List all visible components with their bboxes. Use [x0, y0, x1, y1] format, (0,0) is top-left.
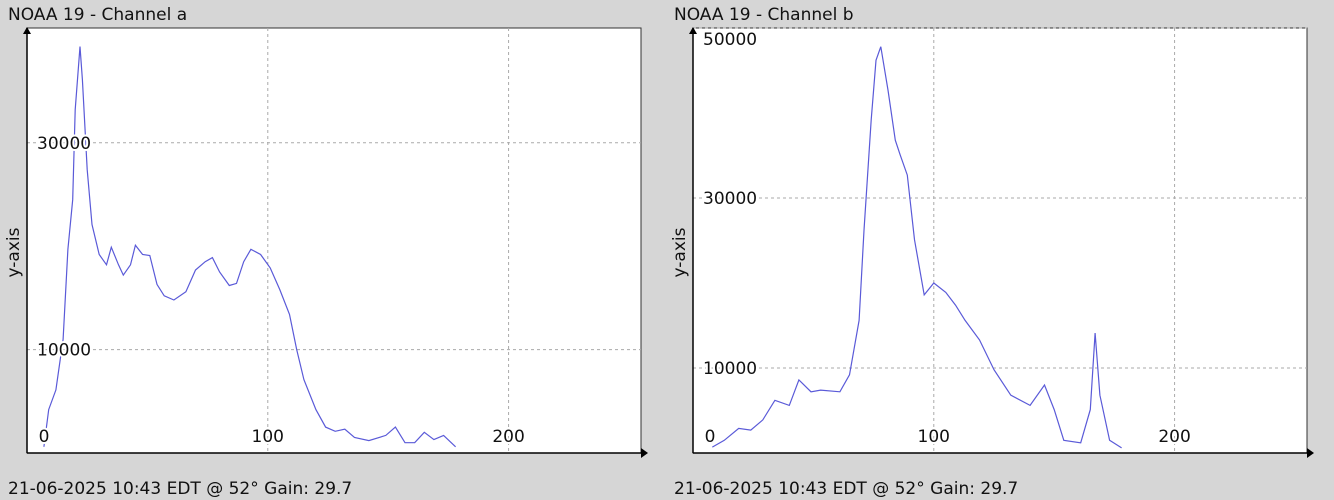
- y-tick-label: 30000: [37, 134, 91, 154]
- x-tick-label: 100: [252, 427, 284, 447]
- x-tick-label: 100: [918, 427, 950, 447]
- caption: 21-06-2025 10:43 EDT @ 52° Gain: 29.7: [674, 479, 1018, 499]
- chart-title: NOAA 19 - Channel b: [674, 5, 854, 25]
- x-axis-arrow: [641, 448, 648, 458]
- data-line: [712, 46, 1122, 449]
- chart-panel: NOAA 19 - Channel a 0 100 200 10000 30000 y-ax…: [4, 5, 648, 499]
- y-axis-arrow: [23, 27, 31, 34]
- x-tick-label: 200: [1158, 427, 1190, 447]
- x-tick-label: 0: [39, 427, 50, 447]
- plot-area: [26, 27, 642, 454]
- y-axis-label: y-axis: [670, 227, 690, 277]
- y-tick-label: 10000: [37, 341, 91, 361]
- chart-title: NOAA 19 - Channel a: [8, 5, 187, 25]
- plot-area: [692, 27, 1308, 454]
- y-tick-label: 50000: [703, 30, 757, 50]
- caption: 21-06-2025 10:43 EDT @ 52° Gain: 29.7: [8, 479, 352, 499]
- y-axis-arrow: [689, 27, 697, 34]
- y-tick-label: 30000: [703, 189, 757, 209]
- chart-panel: NOAA 19 - Channel b 0 100 200 10000 30000 5000…: [670, 5, 1314, 499]
- y-axis-label: y-axis: [4, 227, 24, 277]
- data-line: [43, 46, 457, 448]
- y-tick-label: 10000: [703, 359, 757, 379]
- x-tick-label: 200: [492, 427, 524, 447]
- x-axis-arrow: [1307, 448, 1314, 458]
- x-tick-label: 0: [705, 427, 716, 447]
